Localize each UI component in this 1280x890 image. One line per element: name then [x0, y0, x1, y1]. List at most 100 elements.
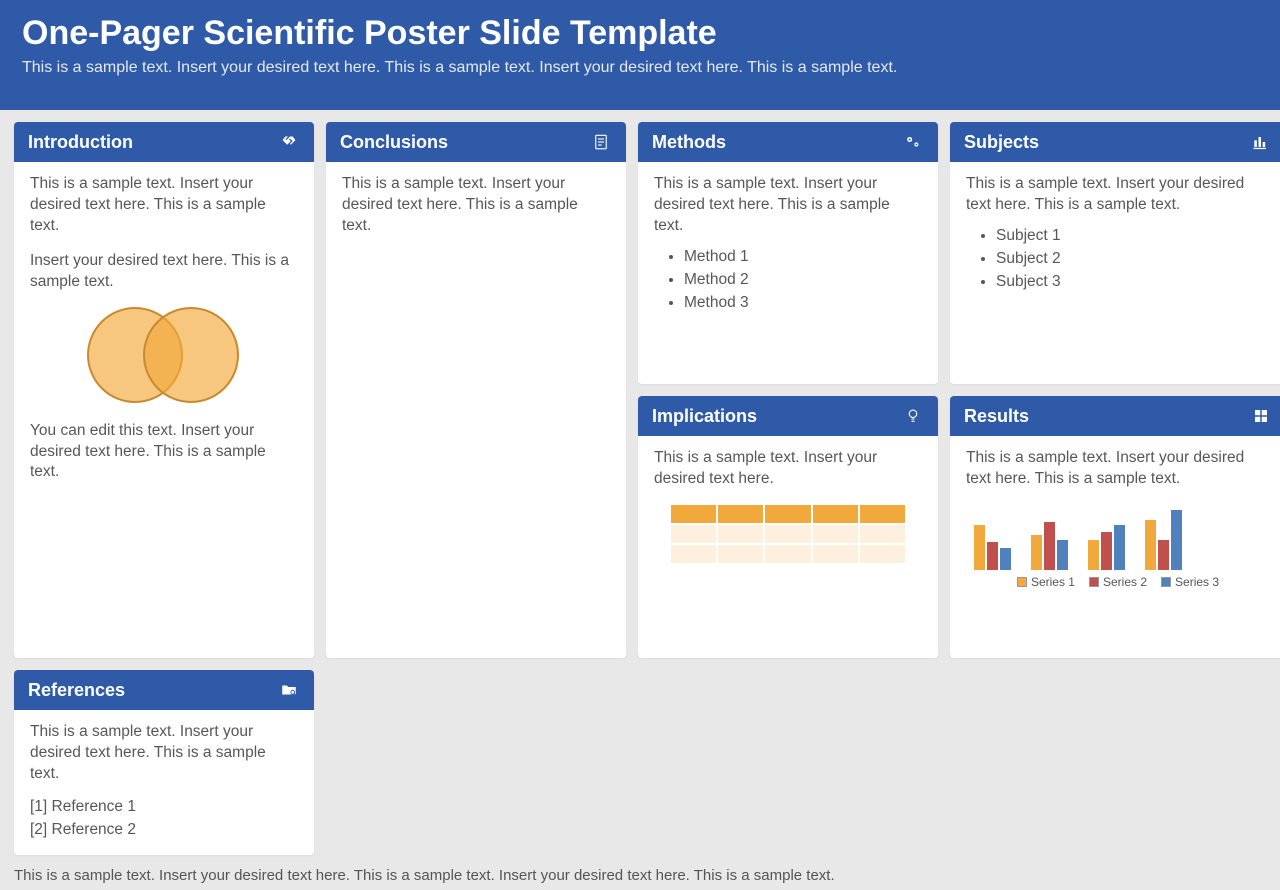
lightbulb-icon: [902, 405, 924, 427]
card-introduction: Introduction This is a sample text. Inse…: [14, 122, 314, 658]
card-body: This is a sample text. Insert your desir…: [14, 710, 314, 855]
intro-p3: You can edit this text. Insert your desi…: [30, 421, 298, 484]
chart-cluster: [1031, 522, 1068, 570]
chart-bar: [1171, 510, 1182, 570]
reference-item: [1] Reference 1: [30, 797, 298, 818]
methods-text: This is a sample text. Insert your desir…: [654, 174, 922, 237]
subjects-text: This is a sample text. Insert your desir…: [966, 174, 1270, 216]
table-cell: [717, 544, 764, 564]
intro-p1: This is a sample text. Insert your desir…: [30, 174, 298, 237]
list-item: Subject 1: [996, 226, 1270, 247]
page-footer: This is a sample text. Insert your desir…: [0, 861, 1280, 890]
table-cell: [717, 504, 764, 524]
card-head-introduction: Introduction: [14, 122, 314, 162]
card-head-implications: Implications: [638, 396, 938, 436]
card-body: This is a sample text. Insert your desir…: [638, 162, 938, 384]
chart-bar: [1101, 532, 1112, 570]
table-cell: [764, 544, 811, 564]
legend-item: Series 3: [1161, 574, 1219, 590]
card-body: This is a sample text. Insert your desir…: [14, 162, 314, 658]
card-head-results: Results: [950, 396, 1280, 436]
card-body: This is a sample text. Insert your desir…: [326, 162, 626, 658]
list-item: Method 3: [684, 293, 922, 314]
table-row: [670, 544, 906, 564]
page-subtitle: This is a sample text. Insert your desir…: [22, 59, 1258, 77]
chart-bar: [1158, 540, 1169, 570]
subjects-list: Subject 1 Subject 2 Subject 3: [966, 226, 1270, 293]
legend-item: Series 2: [1089, 574, 1147, 590]
chart-bar: [1114, 525, 1125, 570]
card-results: Results This is a sample text. Insert yo…: [950, 396, 1280, 658]
card-body: This is a sample text. Insert your desir…: [950, 436, 1280, 658]
legend-swatch: [1089, 577, 1099, 587]
card-methods: Methods This is a sample text. Insert yo…: [638, 122, 938, 384]
implications-text: This is a sample text. Insert your desir…: [654, 448, 922, 490]
legend-label: Series 3: [1175, 574, 1219, 590]
reference-item: [2] Reference 2: [30, 820, 298, 841]
poster-grid: Introduction This is a sample text. Inse…: [0, 110, 1280, 861]
chart-bar: [1031, 535, 1042, 570]
chart-bar: [974, 525, 985, 570]
list-item: Method 2: [684, 270, 922, 291]
card-title: References: [28, 680, 125, 701]
list-item: Subject 2: [996, 249, 1270, 270]
venn-diagram: [79, 307, 249, 407]
table-row: [670, 504, 906, 524]
table-row: [670, 524, 906, 544]
card-title: Subjects: [964, 132, 1039, 153]
table-cell: [717, 524, 764, 544]
card-title: Methods: [652, 132, 726, 153]
table-cell: [812, 504, 859, 524]
card-references: References This is a sample text. Insert…: [14, 670, 314, 855]
clipboard-icon: [590, 131, 612, 153]
card-head-subjects: Subjects: [950, 122, 1280, 162]
chart-legend: Series 1 Series 2 Series 3: [966, 574, 1270, 590]
venn-circle-right: [143, 307, 239, 403]
results-text: This is a sample text. Insert your desir…: [966, 448, 1270, 490]
table-cell: [859, 504, 906, 524]
table-cell: [670, 544, 717, 564]
list-item: Method 1: [684, 247, 922, 268]
table-cell: [764, 524, 811, 544]
handshake-icon: [278, 131, 300, 153]
card-body: This is a sample text. Insert your desir…: [950, 162, 1280, 384]
chart-cluster: [1088, 525, 1125, 570]
list-item: Subject 3: [996, 272, 1270, 293]
conclusions-text: This is a sample text. Insert your desir…: [342, 174, 610, 237]
gears-icon: [902, 131, 924, 153]
table-cell: [670, 524, 717, 544]
chart-bar: [1000, 548, 1011, 570]
legend-label: Series 1: [1031, 574, 1075, 590]
table-cell: [859, 524, 906, 544]
implications-table: [670, 504, 906, 564]
legend-label: Series 2: [1103, 574, 1147, 590]
card-head-references: References: [14, 670, 314, 710]
chart-bar: [1044, 522, 1055, 570]
legend-swatch: [1017, 577, 1027, 587]
puzzle-icon: [1250, 405, 1272, 427]
card-body: This is a sample text. Insert your desir…: [638, 436, 938, 658]
card-title: Introduction: [28, 132, 133, 153]
card-title: Implications: [652, 406, 757, 427]
page-title: One-Pager Scientific Poster Slide Templa…: [22, 14, 1258, 53]
table-cell: [812, 524, 859, 544]
chart-cluster: [1145, 510, 1182, 570]
chart-cluster: [974, 525, 1011, 570]
table-cell: [812, 544, 859, 564]
table-cell: [764, 504, 811, 524]
results-chart: [974, 500, 1262, 570]
table-cell: [859, 544, 906, 564]
card-head-methods: Methods: [638, 122, 938, 162]
chart-bar: [1145, 520, 1156, 570]
legend-swatch: [1161, 577, 1171, 587]
bar-chart-icon: [1250, 131, 1272, 153]
methods-list: Method 1 Method 2 Method 3: [654, 247, 922, 314]
card-conclusions: Conclusions This is a sample text. Inser…: [326, 122, 626, 658]
legend-item: Series 1: [1017, 574, 1075, 590]
card-implications: Implications This is a sample text. Inse…: [638, 396, 938, 658]
table-cell: [670, 504, 717, 524]
chart-bar: [1088, 540, 1099, 570]
intro-p2: Insert your desired text here. This is a…: [30, 251, 298, 293]
chart-bar: [987, 542, 998, 570]
folder-search-icon: [278, 679, 300, 701]
